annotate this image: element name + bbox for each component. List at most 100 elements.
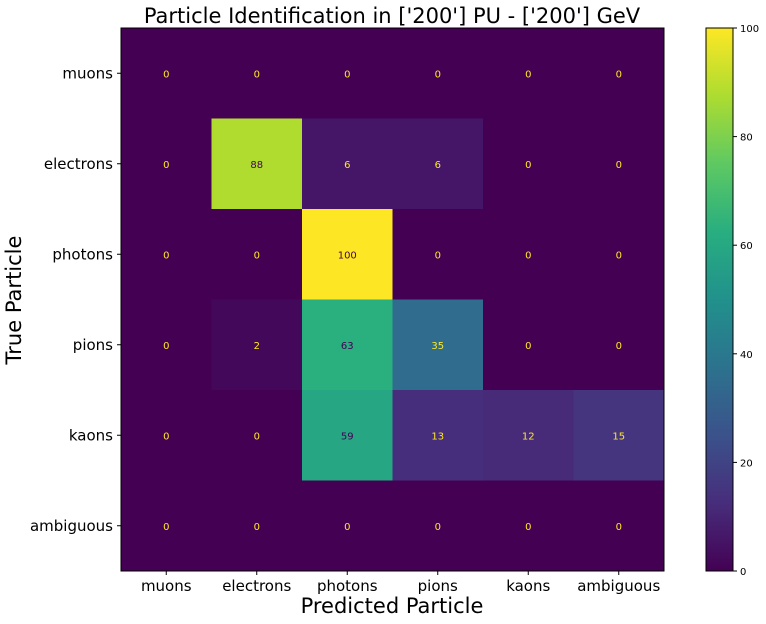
heatmap-cell <box>211 299 303 391</box>
cell-value-label: 0 <box>525 522 531 533</box>
cell-value-label: 12 <box>522 431 535 442</box>
cell-value-label: 0 <box>435 69 441 80</box>
heatmap-cell <box>483 118 574 210</box>
cell-value-label: 6 <box>344 160 350 171</box>
colorbar-tick-label: 100 <box>740 24 759 35</box>
y-tick-label: electrons <box>44 155 113 173</box>
heatmap-cell <box>483 209 574 300</box>
cell-value-label: 0 <box>616 160 622 171</box>
x-axis-ticks: muons electrons photons pions kaons ambiguous <box>141 571 660 595</box>
heatmap-cell <box>121 209 212 300</box>
cell-value-label: 0 <box>616 341 622 352</box>
heatmap-cell <box>573 480 665 572</box>
colorbar-tick-label: 60 <box>740 241 753 252</box>
heatmap-cell <box>573 390 665 481</box>
colorbar-tick-label: 40 <box>740 350 753 361</box>
colorbar-tick-label: 20 <box>740 458 753 469</box>
heatmap-cell <box>302 118 393 210</box>
heatmap-cell <box>392 118 484 210</box>
cell-value-label: 0 <box>254 250 260 261</box>
y-tick-label: kaons <box>69 426 113 444</box>
heatmap-cell <box>392 299 484 391</box>
cell-value-label: 88 <box>250 160 263 171</box>
heatmap-cell <box>573 118 665 210</box>
y-axis-ticks: muons electrons photons pions kaons ambiguous <box>30 64 121 535</box>
plot-frame <box>120 27 665 572</box>
heatmap-cell <box>121 118 212 210</box>
x-axis-label: Predicted Particle <box>301 594 484 618</box>
y-tick-label: ambiguous <box>30 517 113 535</box>
heatmap-cell <box>302 390 393 481</box>
cell-value-label: 0 <box>616 250 622 261</box>
cell-value-label: 63 <box>341 341 354 352</box>
y-tick-label: photons <box>52 245 113 263</box>
heatmap-cell <box>121 390 212 481</box>
cell-value-label: 0 <box>525 250 531 261</box>
y-tick-label: pions <box>73 336 113 354</box>
x-tick-label: kaons <box>506 577 550 595</box>
x-tick-label: muons <box>141 577 192 595</box>
heatmap-cell <box>483 299 574 391</box>
cell-value-label: 59 <box>341 431 354 442</box>
heatmap-cell <box>573 299 665 391</box>
cell-value-label: 100 <box>338 250 357 261</box>
heatmap-cell <box>211 118 303 210</box>
colorbar-ticks: 0 20 40 60 80 100 <box>733 24 759 578</box>
cell-value-label: 0 <box>163 250 169 261</box>
heatmap-cell <box>211 480 303 572</box>
cell-value-label: 2 <box>254 341 260 352</box>
heatmap-cell <box>121 28 212 119</box>
colorbar-tick-label: 0 <box>740 567 746 578</box>
cell-value-label: 0 <box>163 160 169 171</box>
cell-value-label: 0 <box>525 341 531 352</box>
heatmap-cell <box>302 209 393 300</box>
cell-value-label: 0 <box>435 522 441 533</box>
heatmap-cell <box>392 209 484 300</box>
heatmap-cell-labels: 0 0 0 0 0 0 0 88 6 6 0 0 0 0 100 0 0 0 0 2 63 35 0 0 0 0 59 13 12 15 0… <box>163 69 625 533</box>
cell-value-label: 0 <box>254 522 260 533</box>
heatmap-cell <box>211 28 303 119</box>
heatmap-cell <box>302 480 393 572</box>
heatmap-cell <box>573 28 665 119</box>
chart-title: Particle Identification in ['200'] PU - … <box>144 4 641 28</box>
y-axis-label: True Particle <box>2 236 26 366</box>
cell-value-label: 0 <box>163 69 169 80</box>
cell-value-label: 13 <box>431 431 444 442</box>
heatmap-cell <box>392 28 484 119</box>
cell-value-label: 0 <box>163 431 169 442</box>
heatmap-cell <box>483 480 574 572</box>
heatmap-cell <box>211 390 303 481</box>
x-tick-label: ambiguous <box>577 577 660 595</box>
heatmap-cell <box>392 480 484 572</box>
cell-value-label: 0 <box>435 250 441 261</box>
x-tick-label: photons <box>317 577 378 595</box>
x-tick-label: pions <box>418 577 458 595</box>
heatmap-cell <box>483 390 574 481</box>
cell-value-label: 0 <box>163 341 169 352</box>
cell-value-label: 0 <box>163 522 169 533</box>
cell-value-label: 0 <box>616 522 622 533</box>
cell-value-label: 0 <box>254 431 260 442</box>
cell-value-label: 15 <box>612 431 625 442</box>
heatmap-cell <box>121 480 212 572</box>
cell-value-label: 0 <box>254 69 260 80</box>
heatmap-cell <box>211 209 303 300</box>
cell-value-label: 35 <box>431 341 444 352</box>
cell-value-label: 0 <box>616 69 622 80</box>
colorbar-tick-label: 80 <box>740 133 753 144</box>
heatmap-cells <box>121 28 665 572</box>
cell-value-label: 0 <box>525 160 531 171</box>
cell-value-label: 0 <box>344 522 350 533</box>
heatmap-cell <box>302 28 393 119</box>
colorbar <box>705 27 734 572</box>
cell-value-label: 6 <box>435 160 441 171</box>
heatmap-cell <box>121 299 212 391</box>
heatmap-cell <box>392 390 484 481</box>
y-tick-label: muons <box>62 64 113 82</box>
heatmap-cell <box>573 209 665 300</box>
cell-value-label: 0 <box>525 69 531 80</box>
cell-value-label: 0 <box>344 69 350 80</box>
heatmap-cell <box>483 28 574 119</box>
heatmap-cell <box>302 299 393 391</box>
